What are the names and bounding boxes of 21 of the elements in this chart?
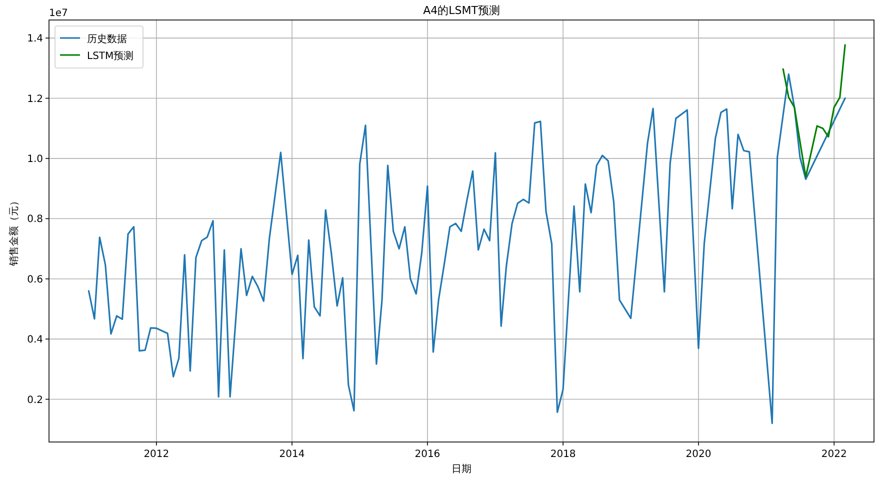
x-tick-label: 2018	[550, 449, 576, 460]
line-series	[782, 44, 846, 178]
x-axis-title: 日期	[452, 463, 472, 475]
y-tick-label: 0.8	[27, 214, 43, 226]
y-tick-label: 1.4	[27, 34, 43, 45]
y-tick-label: 0.4	[27, 334, 43, 346]
y-tick-label: 0.6	[27, 274, 43, 286]
chart-title: A4的LSMT预测	[423, 4, 500, 17]
y-axis-title: 销售金额（元）	[8, 196, 20, 267]
x-tick-label: 2020	[686, 449, 712, 460]
x-tick-label: 2014	[279, 449, 305, 460]
legend-label: LSTM预测	[87, 50, 134, 62]
line-series	[88, 73, 846, 424]
x-tick-label: 2016	[414, 449, 440, 460]
y-tick-label: 0.2	[27, 394, 43, 406]
x-tick-label: 2022	[821, 449, 847, 460]
legend-label: 历史数据	[87, 33, 127, 45]
y-tick-label: 1.0	[27, 154, 43, 165]
y-tick-label: 1.2	[27, 94, 43, 105]
text: 1e7	[49, 8, 68, 19]
x-tick-label: 2012	[144, 449, 170, 460]
